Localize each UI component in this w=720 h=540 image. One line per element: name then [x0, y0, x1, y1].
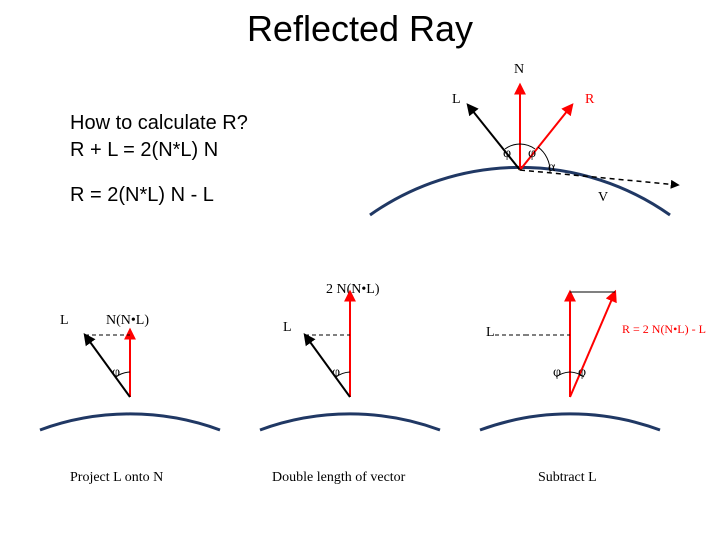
l-label-2: L	[283, 320, 292, 336]
l-label-1: L	[60, 313, 69, 329]
page-title: Reflected Ray	[0, 8, 720, 50]
label-phi1: φ	[503, 146, 511, 162]
arc-2	[260, 414, 440, 430]
howto-line-1: How to calculate R?	[70, 110, 248, 137]
center-top-label: 2 N(N•L)	[326, 282, 380, 298]
arc-3	[480, 414, 660, 430]
caption-3: Subtract L	[538, 470, 597, 486]
phi-3b: φ	[578, 365, 586, 381]
howto-line-3: R = 2(N*L) N - L	[70, 182, 248, 209]
top-label-1: N(N•L)	[106, 313, 149, 329]
label-v: V	[598, 190, 608, 206]
caption-2: Double length of vector	[272, 470, 405, 486]
vector-v	[520, 170, 678, 185]
vec-r-3	[570, 292, 615, 397]
phi-2: φ	[332, 365, 340, 381]
howto-block: How to calculate R? R + L = 2(N*L) N R =…	[70, 110, 248, 209]
label-alpha: α	[548, 160, 555, 176]
vec-l-1	[85, 335, 130, 397]
r-label-3: R = 2 N(N•L) - L	[622, 322, 706, 337]
caption-1: Project L onto N	[70, 470, 163, 486]
vector-l	[468, 105, 520, 170]
surface-arc	[370, 167, 670, 215]
l-label-3: L	[486, 325, 495, 341]
bottom-diagram-2	[250, 300, 450, 460]
phi-1: φ	[112, 365, 120, 381]
label-n: N	[514, 62, 524, 78]
vec-l-2	[305, 335, 350, 397]
phi-3a: φ	[553, 365, 561, 381]
arc-1	[40, 414, 220, 430]
label-l: L	[452, 92, 461, 108]
howto-line-2: R + L = 2(N*L) N	[70, 137, 248, 164]
label-r: R	[585, 92, 594, 108]
label-phi2: φ	[528, 146, 536, 162]
